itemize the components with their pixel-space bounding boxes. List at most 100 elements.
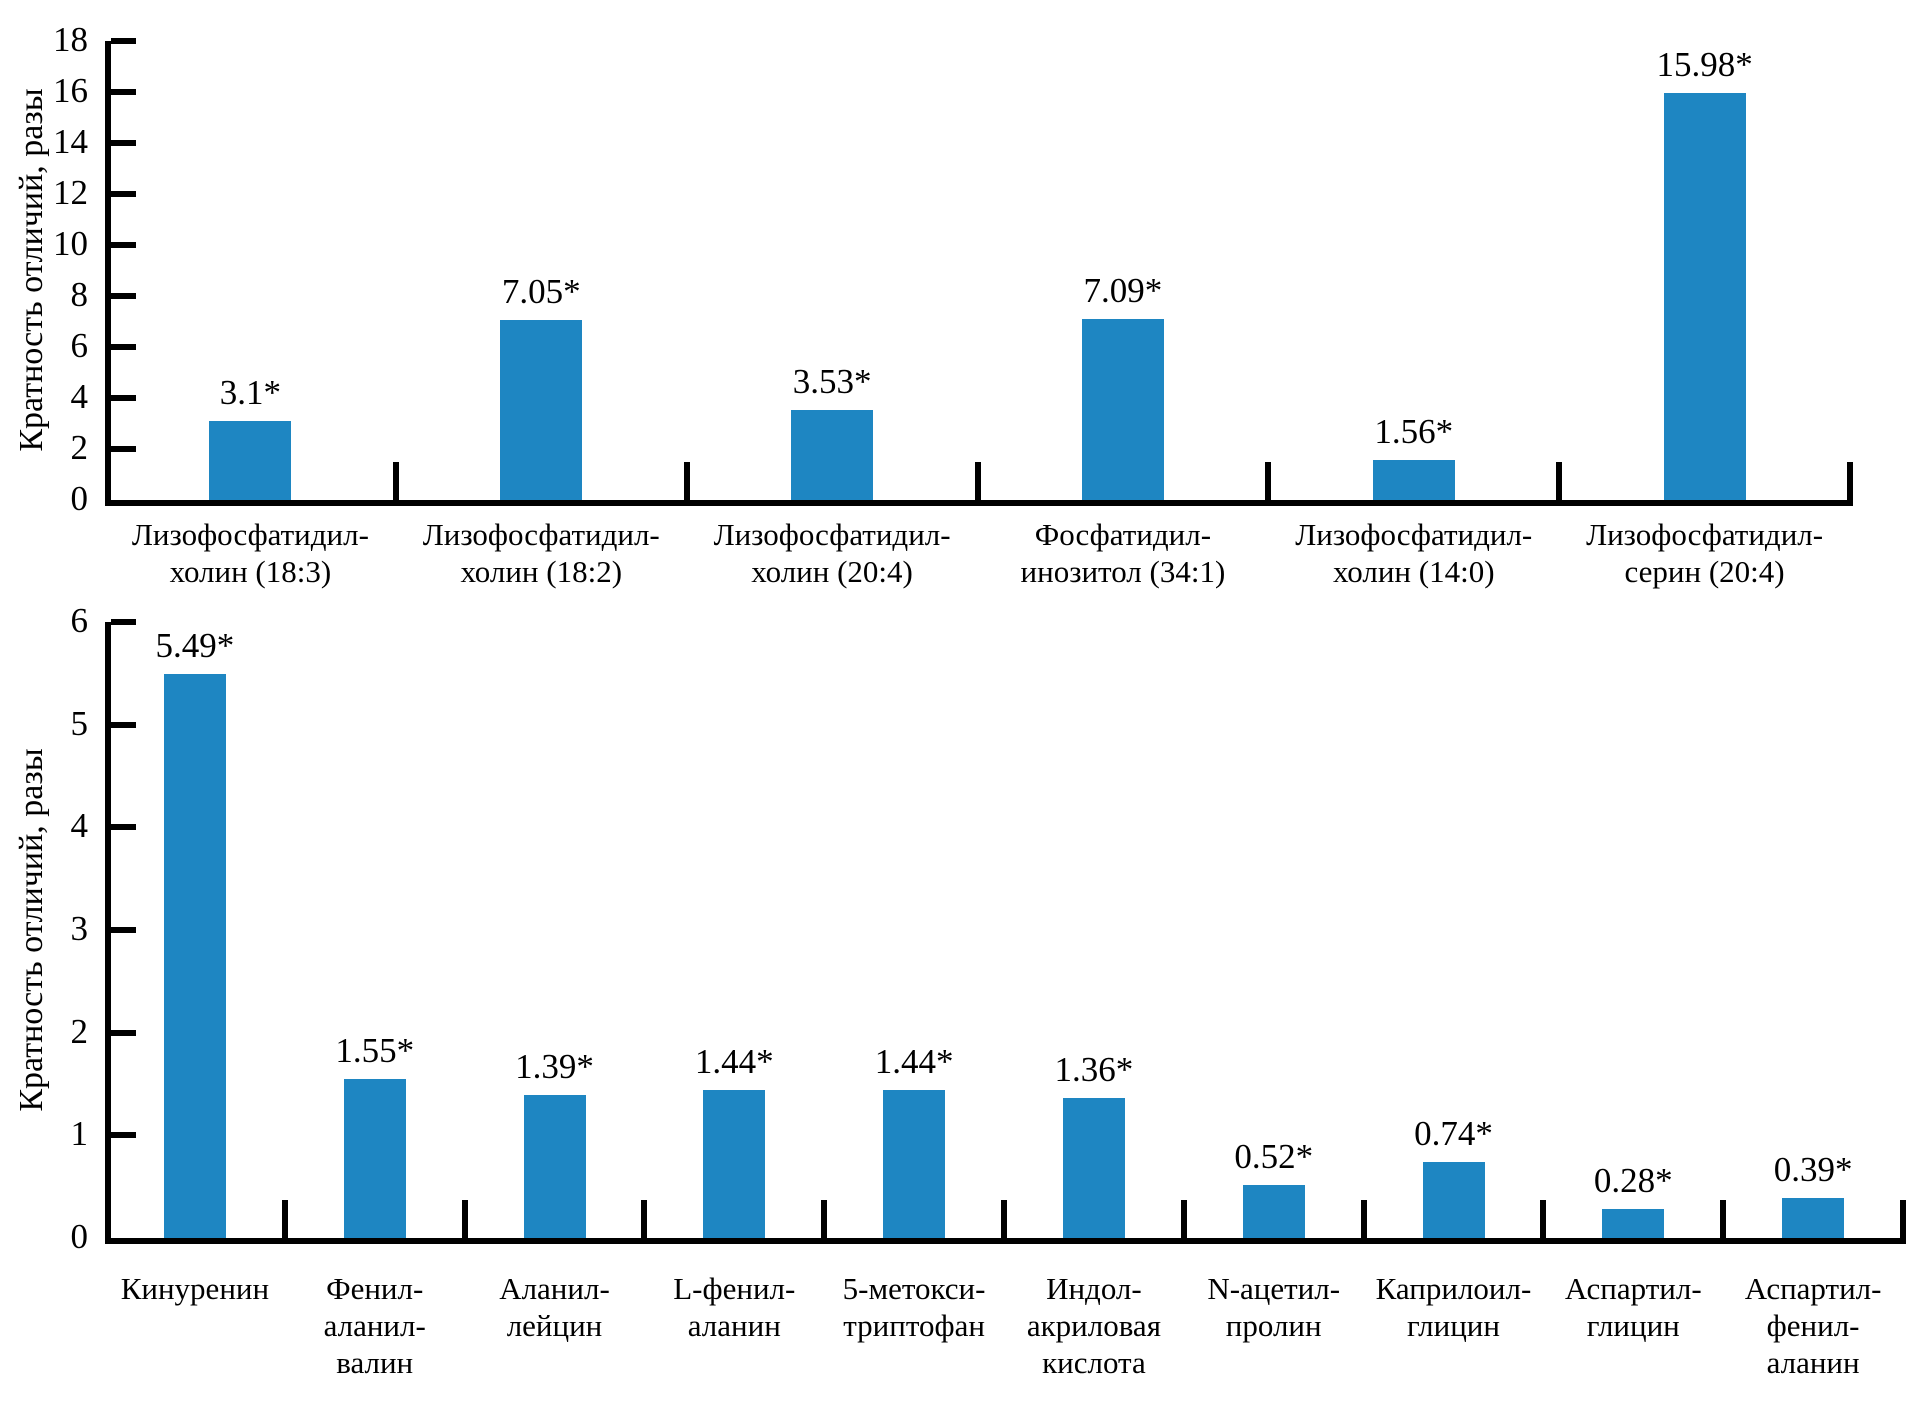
category-label-line: фенил- [1766, 1308, 1860, 1343]
x-axis [105, 500, 1853, 506]
category-label-line: холин (20:4) [751, 554, 913, 589]
category-label-line: N-ацетил- [1207, 1271, 1341, 1306]
category-label-line: валин [336, 1345, 414, 1380]
category-tick [392, 462, 399, 500]
bar [1422, 1162, 1485, 1238]
category-label-line: Индол- [1046, 1271, 1142, 1306]
category-tick [1900, 1200, 1906, 1238]
category-label: Лизофосфатидил-холин (14:0) [1240, 516, 1587, 590]
y-tick-label: 18 [53, 20, 88, 59]
y-tick-label: 4 [70, 806, 89, 846]
y-tick-label: 5 [70, 703, 89, 743]
bar-value-label: 1.39* [515, 1047, 594, 1087]
category-label-line: Лизофосфатидил- [713, 517, 951, 552]
category-label: Фенил-аланил-валин [257, 1270, 493, 1381]
category-label: Лизофосфатидил-холин (18:2) [368, 516, 715, 590]
category-tick [1556, 462, 1563, 500]
y-tick [111, 395, 136, 401]
category-tick [974, 462, 981, 500]
category-label-line: Лизофосфатидил- [131, 517, 369, 552]
category-label-line: серин (20:4) [1624, 554, 1785, 589]
bar [1663, 92, 1746, 500]
bar-value-label: 3.1* [219, 372, 282, 412]
bar [791, 409, 874, 500]
y-axis [105, 41, 111, 506]
category-label: Аспартил-фенил-аланин [1695, 1270, 1909, 1381]
bar-value-label: 0.52* [1234, 1136, 1314, 1176]
bar [343, 1078, 406, 1238]
category-label-line: глицин [1586, 1308, 1680, 1343]
category-label-line: аланил- [323, 1308, 426, 1343]
category-label-line: глицин [1407, 1308, 1500, 1343]
bar-value-label: 15.98* [1656, 44, 1753, 84]
category-label: Кинуренин [77, 1270, 313, 1307]
category-label: Лизофосфатидил-серин (20:4) [1531, 516, 1878, 590]
y-tick-label: 1 [70, 1114, 89, 1154]
bar-value-label: 0.39* [1773, 1149, 1853, 1189]
bar-value-label: 0.28* [1593, 1161, 1673, 1201]
category-label-line: L-фенил- [673, 1271, 796, 1306]
bar-value-label: 1.44* [874, 1042, 954, 1082]
category-tick [1720, 1200, 1727, 1238]
category-label-line: Аспартил- [1564, 1271, 1702, 1306]
y-tick-label: 4 [70, 377, 89, 416]
bar-value-label: 3.53* [792, 361, 872, 401]
y-tick [111, 140, 136, 146]
bar-value-label: 0.74* [1414, 1114, 1493, 1154]
category-label-line: Фосфатидил- [1034, 517, 1212, 552]
bar [163, 674, 226, 1238]
category-tick [1540, 1200, 1547, 1238]
bar-value-label: 7.05* [501, 272, 581, 312]
y-tick-label: 6 [70, 326, 89, 365]
category-label: L-фенил-аланин [616, 1270, 852, 1344]
category-label-line: лейцин [506, 1308, 603, 1343]
y-tick [111, 824, 136, 831]
category-tick [821, 1200, 828, 1238]
category-label-line: аланин [687, 1308, 781, 1343]
bar-value-label: 1.36* [1054, 1050, 1134, 1090]
y-tick-label: 14 [53, 122, 88, 161]
bar [1372, 460, 1455, 500]
category-label-line: холин (18:2) [460, 554, 623, 589]
category-label-line: Фенил- [326, 1271, 424, 1306]
bar-value-label: 5.49* [155, 626, 235, 666]
bar [523, 1095, 586, 1238]
category-label-line: Лизофосфатидил- [1295, 517, 1533, 552]
category-tick [641, 1200, 648, 1238]
category-tick [683, 462, 690, 500]
y-tick-label: 0 [70, 1217, 89, 1256]
y-tick-label: 0 [70, 479, 89, 518]
category-label: Аспартил-глицин [1515, 1270, 1751, 1344]
category-label-line: инозитол (34:1) [1020, 554, 1226, 589]
bar [883, 1090, 946, 1238]
y-tick [111, 927, 136, 933]
bar [209, 420, 292, 500]
category-label: Каприлоил-глицин [1336, 1270, 1572, 1344]
y-tick [111, 191, 136, 197]
category-label: Фосфатидил-инозитол (34:1) [950, 516, 1297, 590]
bar-value-label: 1.44* [694, 1042, 774, 1082]
category-tick [1847, 462, 1853, 500]
category-tick [1265, 462, 1272, 500]
category-label: Аланил-лейцин [437, 1270, 673, 1344]
y-tick [111, 446, 136, 452]
y-tick-label: 12 [53, 173, 88, 212]
bar-value-label: 1.56* [1374, 412, 1454, 452]
y-tick-label: 2 [70, 428, 89, 467]
y-tick-label: 2 [70, 1011, 89, 1051]
category-label-line: Аланил- [499, 1271, 610, 1306]
y-tick [111, 1029, 136, 1036]
category-tick [281, 1200, 288, 1238]
category-tick [461, 1200, 468, 1238]
bar-value-label: 1.55* [335, 1030, 415, 1070]
category-label-line: акриловая [1026, 1308, 1161, 1343]
bar [1062, 1098, 1125, 1238]
y-tick [111, 619, 136, 625]
y-tick-label: 8 [70, 275, 89, 314]
category-tick [1180, 1200, 1187, 1238]
y-tick [111, 89, 136, 95]
category-label-line: Лизофосфатидил- [1586, 517, 1824, 552]
